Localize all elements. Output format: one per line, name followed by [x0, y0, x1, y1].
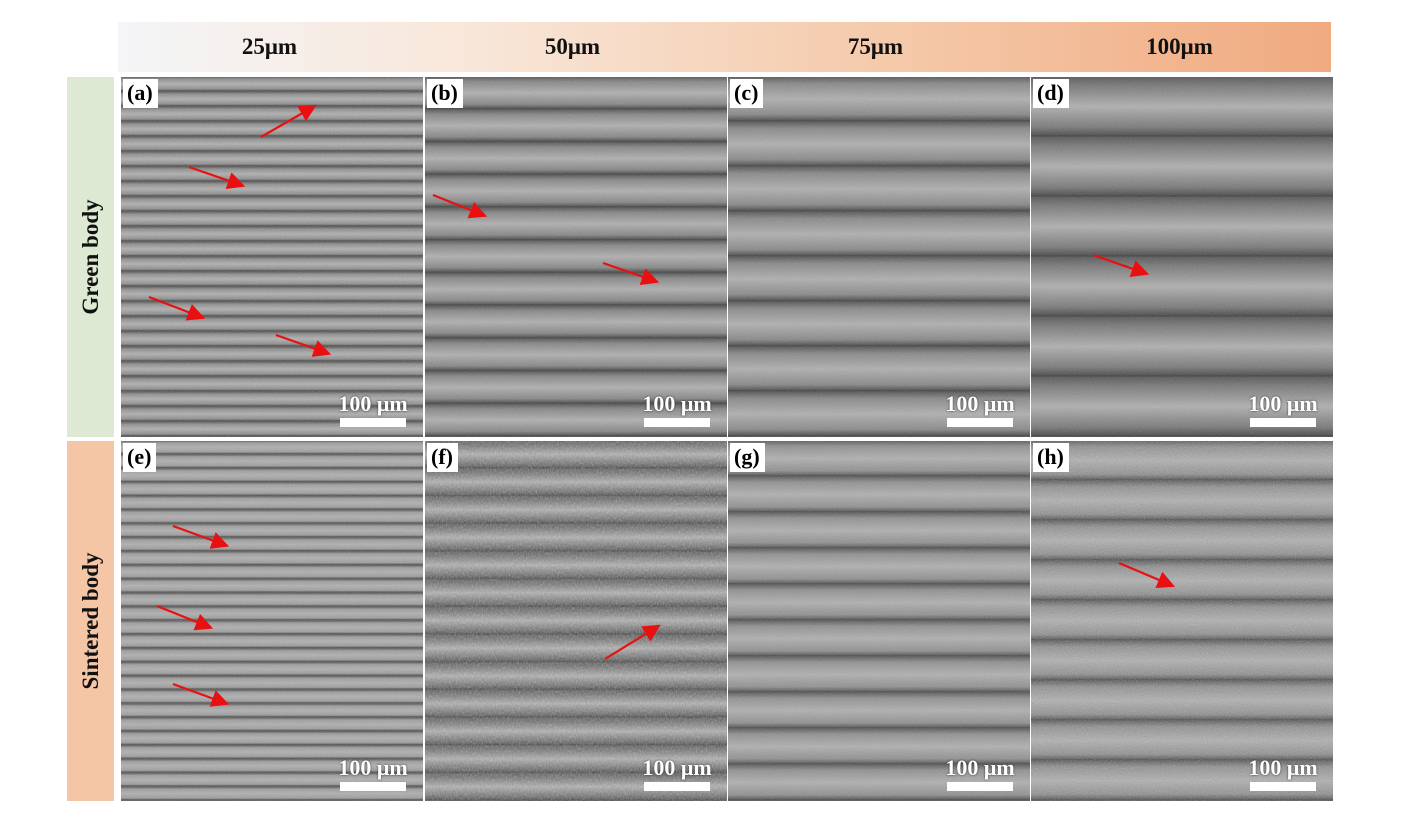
- scale-bar-line: [340, 782, 406, 791]
- scale-bar: 100 μm: [1237, 393, 1329, 427]
- scale-bar-line: [947, 782, 1013, 791]
- scale-bar-label: 100 μm: [338, 755, 408, 780]
- panel-tag-d: (d): [1033, 79, 1069, 108]
- sem-texture: [1031, 441, 1333, 801]
- sem-texture: [425, 441, 727, 801]
- panel-tag-c: (c): [730, 79, 764, 108]
- row-label-sintered-body: Sintered body: [77, 552, 103, 690]
- scale-bar-line: [1250, 782, 1316, 791]
- sem-texture: [121, 441, 423, 801]
- sem-panel-e: (e) 100 μm: [121, 441, 423, 801]
- surface-grain: [425, 77, 727, 437]
- scale-bar: 100 μm: [1237, 757, 1329, 791]
- scale-bar-line: [1250, 418, 1316, 427]
- sem-panel-h: (h) 100 μm: [1031, 441, 1333, 801]
- scale-bar-line: [947, 418, 1013, 427]
- sem-panel-f: (f) 100 μm: [425, 441, 727, 801]
- panel-tag-h: (h): [1033, 443, 1069, 472]
- panel-tag-b: (b): [427, 79, 463, 108]
- scale-bar: 100 μm: [631, 393, 723, 427]
- column-label-75um: 75μm: [847, 34, 904, 59]
- sem-panel-d: (d) 100 μm: [1031, 77, 1333, 437]
- sem-panel-a: (a) 100 μm: [121, 77, 423, 437]
- column-label-25um: 25μm: [241, 34, 298, 59]
- scale-bar-line: [340, 418, 406, 427]
- scale-bar-label: 100 μm: [642, 755, 712, 780]
- row-band-green-body: Green body: [67, 77, 114, 437]
- surface-grain: [728, 441, 1030, 801]
- sem-texture: [1031, 77, 1333, 437]
- surface-grain: [121, 77, 423, 437]
- sem-panel-g: (g) 100 μm: [728, 441, 1030, 801]
- scale-bar: 100 μm: [327, 393, 419, 427]
- panel-tag-e: (e): [123, 443, 157, 472]
- sem-panel-c: (c) 100 μm: [728, 77, 1030, 437]
- panel-tag-a: (a): [123, 79, 158, 108]
- surface-grain: [425, 441, 727, 801]
- sem-texture: [425, 77, 727, 437]
- sem-texture: [121, 77, 423, 437]
- surface-grain: [1031, 77, 1333, 437]
- scale-bar: 100 μm: [327, 757, 419, 791]
- scale-bar-label: 100 μm: [1248, 391, 1318, 416]
- sem-texture: [728, 77, 1030, 437]
- column-header-band: 25μm 50μm 75μm 100μm: [118, 22, 1331, 72]
- surface-grain: [121, 441, 423, 801]
- sem-texture: [728, 441, 1030, 801]
- column-label-100um: 100μm: [1146, 34, 1213, 59]
- scale-bar-line: [644, 418, 710, 427]
- panel-tag-g: (g): [730, 443, 765, 472]
- scale-bar-label: 100 μm: [338, 391, 408, 416]
- scale-bar: 100 μm: [934, 757, 1026, 791]
- panel-tag-f: (f): [427, 443, 458, 472]
- row-band-sintered-body: Sintered body: [67, 441, 114, 801]
- surface-grain: [728, 77, 1030, 437]
- scale-bar: 100 μm: [631, 757, 723, 791]
- scale-bar-line: [644, 782, 710, 791]
- column-label-50um: 50μm: [544, 34, 601, 59]
- scale-bar-label: 100 μm: [945, 755, 1015, 780]
- scale-bar: 100 μm: [934, 393, 1026, 427]
- row-label-green-body: Green body: [77, 199, 103, 315]
- scale-bar-label: 100 μm: [642, 391, 712, 416]
- scale-bar-label: 100 μm: [1248, 755, 1318, 780]
- scale-bar-label: 100 μm: [945, 391, 1015, 416]
- surface-grain: [1031, 441, 1333, 801]
- sem-panel-b: (b) 100 μm: [425, 77, 727, 437]
